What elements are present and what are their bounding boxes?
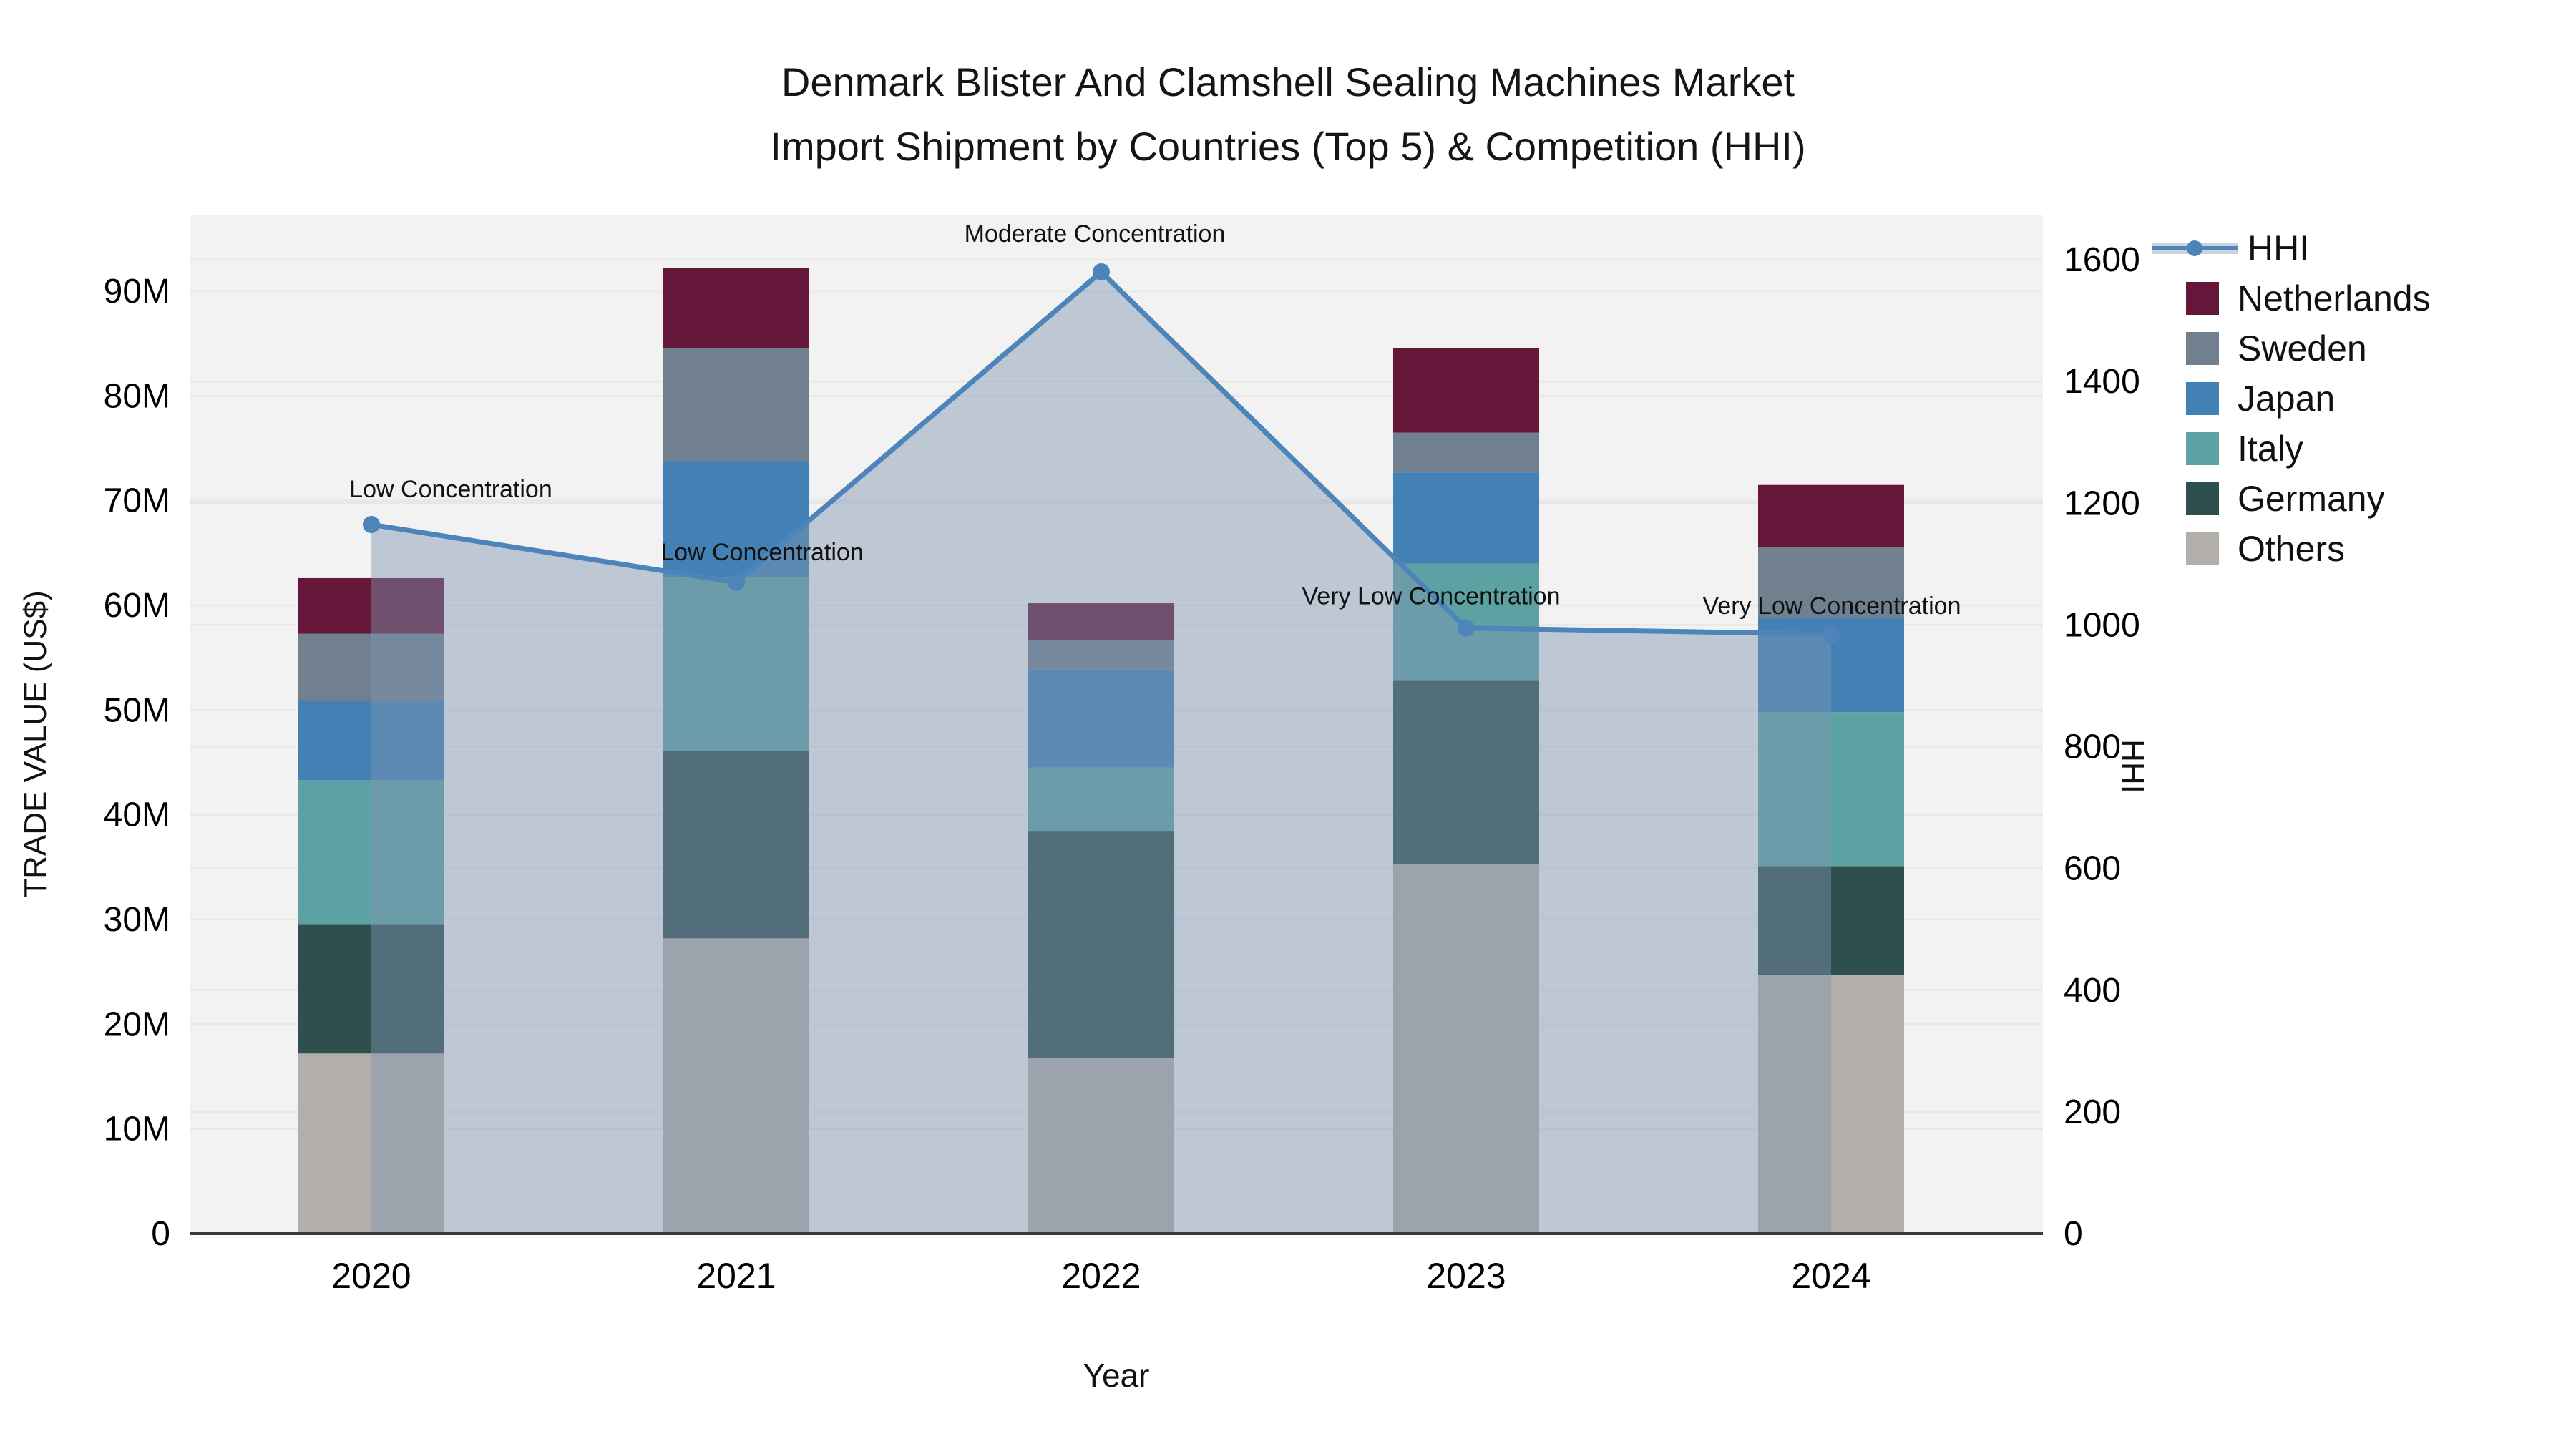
left-tick-label-40M: 40M: [104, 796, 170, 834]
right-axis-title: HHI: [2115, 739, 2150, 794]
legend-item-italy: Italy: [2186, 424, 2431, 474]
legend-swatch-germany: [2186, 482, 2219, 515]
annotation-2021: Low Concentration: [660, 539, 864, 566]
annotation-2020: Low Concentration: [349, 476, 552, 503]
hhi-legend-line-icon: [2152, 240, 2238, 256]
bar-segment-italy-2020: [298, 780, 444, 925]
bar-segment-sweden-2024: [1758, 547, 1904, 618]
x-tick-label-2024: 2024: [1791, 1256, 1870, 1296]
left-tick-label-60M: 60M: [104, 587, 170, 625]
x-tick-label-2020: 2020: [331, 1256, 411, 1296]
legend-label-hhi: HHI: [2248, 228, 2310, 268]
hhi-marker-2020: [363, 516, 380, 534]
legend-label-germany: Germany: [2238, 479, 2385, 519]
right-tick-label-1400: 1400: [2064, 363, 2140, 401]
legend-label-japan: Japan: [2238, 379, 2336, 419]
legend-item-others: Others: [2186, 524, 2431, 574]
chart-title-line1: Denmark Blister And Clamshell Sealing Ma…: [781, 59, 1795, 104]
bar-segment-netherlands-2020: [298, 577, 444, 634]
left-tick-label-90M: 90M: [104, 273, 170, 311]
bar-segment-japan-2021: [663, 461, 809, 577]
hhi-marker-2021: [728, 573, 745, 591]
x-tick-label-2021: 2021: [696, 1256, 776, 1296]
legend-swatch-japan: [2186, 382, 2219, 415]
hhi-area: [371, 272, 1831, 1234]
left-tick-label-70M: 70M: [104, 482, 170, 520]
chart-title: Denmark Blister And Clamshell Sealing Ma…: [0, 50, 2576, 179]
legend-item-hhi: HHI: [2152, 223, 2431, 273]
legend-item-netherlands: Netherlands: [2186, 273, 2431, 323]
left-tick-label-80M: 80M: [104, 377, 170, 415]
legend-item-sweden: Sweden: [2186, 323, 2431, 374]
bar-segment-italy-2022: [1028, 767, 1174, 832]
bar-segment-netherlands-2023: [1393, 348, 1539, 433]
bar-segment-japan-2022: [1028, 669, 1174, 768]
bar-segment-germany-2023: [1393, 680, 1539, 864]
annotations-layer: Low Concentration Low Concentration Modera…: [349, 220, 1961, 620]
legend-label-italy: Italy: [2238, 429, 2303, 469]
x-tick-label-2023: 2023: [1426, 1256, 1506, 1296]
hhi-area-layer: [371, 272, 1831, 1234]
bar-segment-sweden-2022: [1028, 640, 1174, 670]
right-tick-label-800: 800: [2064, 728, 2121, 766]
left-axis-title: TRADE VALUE (US$): [18, 590, 53, 898]
left-tick-label-50M: 50M: [104, 691, 170, 729]
hhi-marker-2022: [1093, 263, 1110, 281]
bar-segment-netherlands-2021: [663, 268, 809, 348]
x-axis-title: Year: [1083, 1357, 1150, 1394]
bar-segment-sweden-2020: [298, 633, 444, 701]
tick-labels-layer: 0 10M 20M 30M 40M 50M 60M 70M 80M 90M 0 200 400 600 80…: [104, 241, 2140, 1296]
legend-swatch-others: [2186, 532, 2219, 565]
legend-label-sweden: Sweden: [2238, 328, 2367, 369]
bar-segment-netherlands-2022: [1028, 603, 1174, 640]
bar-segment-others-2020: [298, 1053, 444, 1234]
bar-segment-others-2022: [1028, 1058, 1174, 1234]
left-tick-label-30M: 30M: [104, 901, 170, 939]
legend-item-germany: Germany: [2186, 474, 2431, 524]
bar-segment-japan-2023: [1393, 472, 1539, 564]
annotation-2023: Very Low Concentration: [1302, 583, 1561, 610]
right-tick-label-1600: 1600: [2064, 241, 2140, 279]
bar-segment-others-2023: [1393, 864, 1539, 1234]
left-tick-label-0: 0: [151, 1215, 170, 1253]
bar-segment-netherlands-2024: [1758, 484, 1904, 547]
bar-segment-others-2021: [663, 938, 809, 1234]
x-tick-label-2022: 2022: [1061, 1256, 1141, 1296]
bar-segment-sweden-2021: [663, 348, 809, 462]
legend-swatch-sweden: [2186, 332, 2219, 365]
bar-segment-germany-2020: [298, 924, 444, 1054]
hhi-marker-2023: [1458, 619, 1475, 637]
left-tick-label-10M: 10M: [104, 1111, 170, 1148]
bar-segment-germany-2021: [663, 751, 809, 939]
right-tick-label-400: 400: [2064, 972, 2121, 1010]
bar-segment-japan-2020: [298, 701, 444, 781]
legend-label-others: Others: [2238, 529, 2346, 569]
annotation-2022: Moderate Concentration: [965, 220, 1226, 248]
legend-swatch-netherlands: [2186, 282, 2219, 315]
legend-label-netherlands: Netherlands: [2238, 278, 2431, 318]
bar-segment-germany-2024: [1758, 866, 1904, 975]
chart-title-line2: Import Shipment by Countries (Top 5) & C…: [770, 124, 1806, 169]
right-tick-label-200: 200: [2064, 1093, 2121, 1131]
right-tick-label-1000: 1000: [2064, 606, 2140, 644]
hhi-line-layer: [363, 263, 1840, 643]
legend: HHI Netherlands Sweden Japan Italy Germany Oth…: [2152, 223, 2431, 574]
annotation-2024: Very Low Concentration: [1703, 592, 1961, 620]
bar-segment-others-2024: [1758, 975, 1904, 1234]
bar-segment-italy-2021: [663, 577, 809, 751]
bar-segment-germany-2022: [1028, 831, 1174, 1058]
right-tick-label-1200: 1200: [2064, 484, 2140, 522]
hhi-marker-2024: [1823, 625, 1840, 643]
legend-item-japan: Japan: [2186, 374, 2431, 424]
right-tick-label-0: 0: [2064, 1215, 2083, 1253]
bar-segment-sweden-2023: [1393, 432, 1539, 473]
bar-segment-italy-2024: [1758, 712, 1904, 867]
bars-layer: [298, 268, 1904, 1234]
left-tick-label-20M: 20M: [104, 1005, 170, 1043]
right-tick-label-600: 600: [2064, 850, 2121, 888]
legend-swatch-italy: [2186, 432, 2219, 465]
